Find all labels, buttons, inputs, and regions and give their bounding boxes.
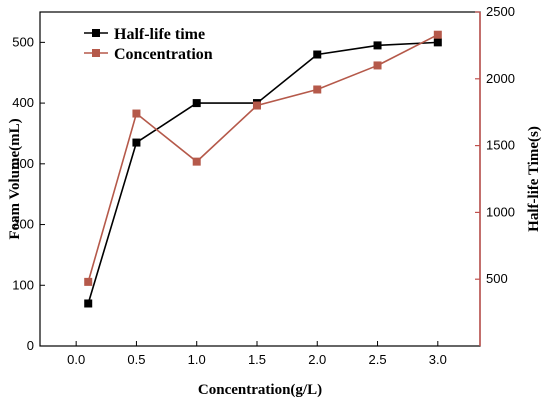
legend-label-half-life: Half-life time bbox=[114, 26, 205, 43]
series-line-0 bbox=[87, 41, 438, 304]
data-point bbox=[132, 109, 141, 118]
data-point bbox=[433, 38, 442, 47]
right-axis-title: Half-life Time(s) bbox=[526, 126, 542, 232]
data-point bbox=[373, 41, 382, 50]
legend-marker-concentration bbox=[92, 49, 100, 57]
left-y-tick-label: 200 bbox=[12, 217, 34, 232]
left-y-tick-label: 500 bbox=[12, 34, 34, 49]
legend: Half-life time Concentration bbox=[84, 26, 213, 63]
left-y-tick-label: 100 bbox=[12, 277, 34, 292]
data-point bbox=[313, 85, 322, 94]
x-axis-title: Concentration(g/L) bbox=[198, 382, 322, 398]
legend-marker-half-life bbox=[92, 29, 100, 37]
data-point bbox=[252, 101, 261, 110]
right-y-axis: 500 1000 1500 2000 2500 bbox=[475, 4, 515, 286]
right-y-tick-label: 2000 bbox=[486, 71, 515, 86]
right-y-tick-label: 2500 bbox=[486, 4, 515, 19]
x-tick-label: 2.5 bbox=[368, 352, 386, 367]
right-y-tick-label: 1500 bbox=[486, 138, 515, 153]
data-point bbox=[433, 30, 442, 39]
x-tick-label: 0.0 bbox=[67, 352, 85, 367]
data-point bbox=[84, 299, 93, 308]
data-point bbox=[313, 50, 322, 59]
x-tick-label: 3.0 bbox=[429, 352, 447, 367]
data-point bbox=[373, 61, 382, 70]
plot-frame bbox=[39, 11, 481, 347]
left-y-axis: 0 100 200 300 400 500 bbox=[12, 34, 45, 353]
left-y-tick-label: 0 bbox=[27, 338, 34, 353]
data-point bbox=[192, 157, 201, 166]
x-tick-label: 0.5 bbox=[127, 352, 145, 367]
data-point bbox=[192, 99, 201, 108]
left-y-tick-label: 400 bbox=[12, 95, 34, 110]
left-axis-title: Foam Volume(mL) bbox=[7, 118, 23, 239]
right-y-tick-label: 500 bbox=[486, 271, 508, 286]
right-y-tick-label: 1000 bbox=[486, 204, 515, 219]
x-axis: 0.0 0.5 1.0 1.5 2.0 2.5 3.0 bbox=[67, 341, 447, 367]
data-point bbox=[84, 277, 93, 286]
series-layer bbox=[84, 30, 442, 308]
x-tick-label: 1.0 bbox=[188, 352, 206, 367]
x-tick-label: 1.5 bbox=[248, 352, 266, 367]
left-y-tick-label: 300 bbox=[12, 156, 34, 171]
x-tick-label: 2.0 bbox=[308, 352, 326, 367]
series-line-1 bbox=[87, 33, 439, 283]
data-point bbox=[132, 138, 141, 147]
legend-label-concentration: Concentration bbox=[114, 46, 213, 63]
